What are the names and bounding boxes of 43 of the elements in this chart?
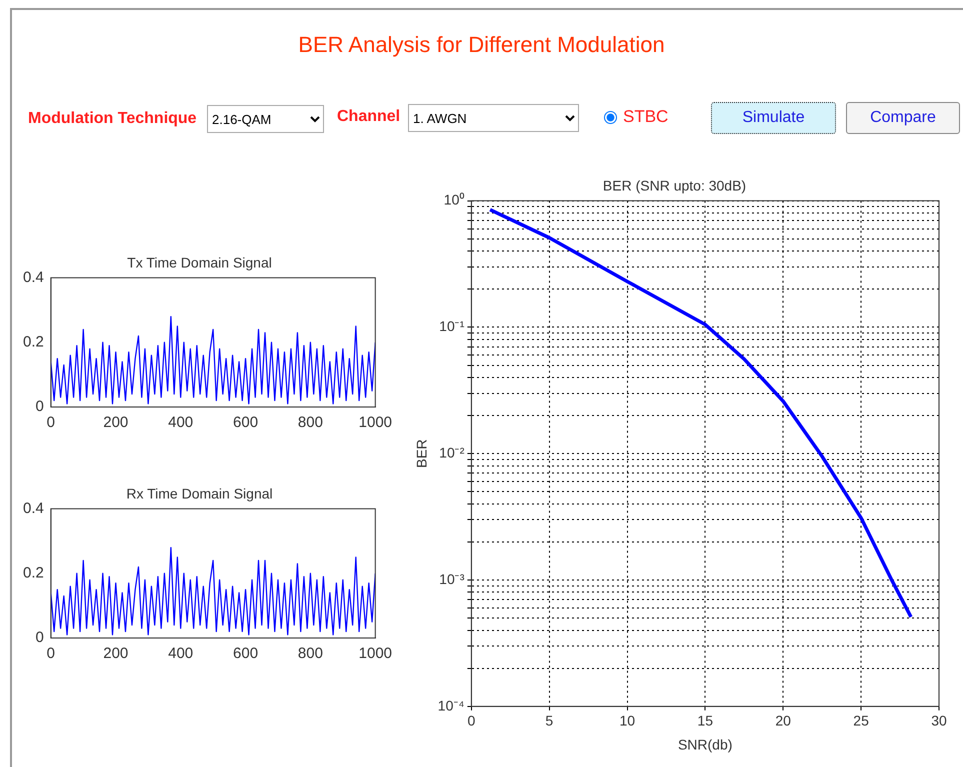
text: 1. AWGN xyxy=(408,104,579,132)
y-tick-label: 0.2 xyxy=(22,334,44,351)
y-tick-label: 0 xyxy=(36,629,44,646)
text: Modulation Technique xyxy=(28,110,197,128)
x-tick-label: 800 xyxy=(298,414,323,432)
text: BER Analysis for Different Modulation xyxy=(297,32,666,58)
x-tick-label: 1000 xyxy=(358,645,392,662)
text: Compare xyxy=(846,102,960,134)
x-tick-label: 600 xyxy=(233,414,258,432)
x-tick-label: 0 xyxy=(46,645,56,662)
y-tick-label: 0 xyxy=(36,398,44,416)
y-tick-label: 10⁰ xyxy=(444,192,464,208)
x-tick-label: 800 xyxy=(298,645,323,662)
x-tick-label: 30 xyxy=(931,712,947,729)
x-tick-label: 0 xyxy=(467,712,476,729)
x-tick-label: 15 xyxy=(697,712,714,729)
chart-title: Rx Time Domain Signal xyxy=(126,485,273,502)
x-tick-label: 25 xyxy=(853,712,870,729)
x-tick-label: 5 xyxy=(545,712,554,729)
text: Simulate xyxy=(711,102,836,134)
x-tick-label: 200 xyxy=(103,645,128,662)
y-tick-label: 0.2 xyxy=(22,564,44,582)
y-tick-label: 10⁻¹ xyxy=(439,318,465,334)
text: STBC xyxy=(623,107,668,127)
x-tick-label: 0 xyxy=(46,414,56,432)
y-tick-label: 0.4 xyxy=(22,268,44,286)
x-tick-label: 600 xyxy=(233,645,258,662)
y-axis-title: BER xyxy=(413,439,430,468)
text: 2.16-QAM xyxy=(207,105,324,133)
text: Channel xyxy=(337,108,400,126)
x-tick-label: 400 xyxy=(168,414,194,432)
x-tick-label: 200 xyxy=(103,414,128,432)
x-tick-label: 1000 xyxy=(358,414,392,432)
chart-title: Tx Time Domain Signal xyxy=(127,254,272,270)
x-tick-label: 20 xyxy=(775,712,792,729)
x-axis-title: SNR(db) xyxy=(678,736,732,752)
y-tick-label: 0.4 xyxy=(22,500,44,517)
x-tick-label: 10 xyxy=(619,712,636,729)
x-tick-label: 400 xyxy=(168,645,194,662)
chart-title: BER (SNR upto: 30dB) xyxy=(602,177,746,194)
y-tick-label: 10⁻³ xyxy=(439,570,465,587)
y-tick-label: 10⁻² xyxy=(439,444,465,460)
y-tick-label: 10⁻⁴ xyxy=(438,697,464,714)
